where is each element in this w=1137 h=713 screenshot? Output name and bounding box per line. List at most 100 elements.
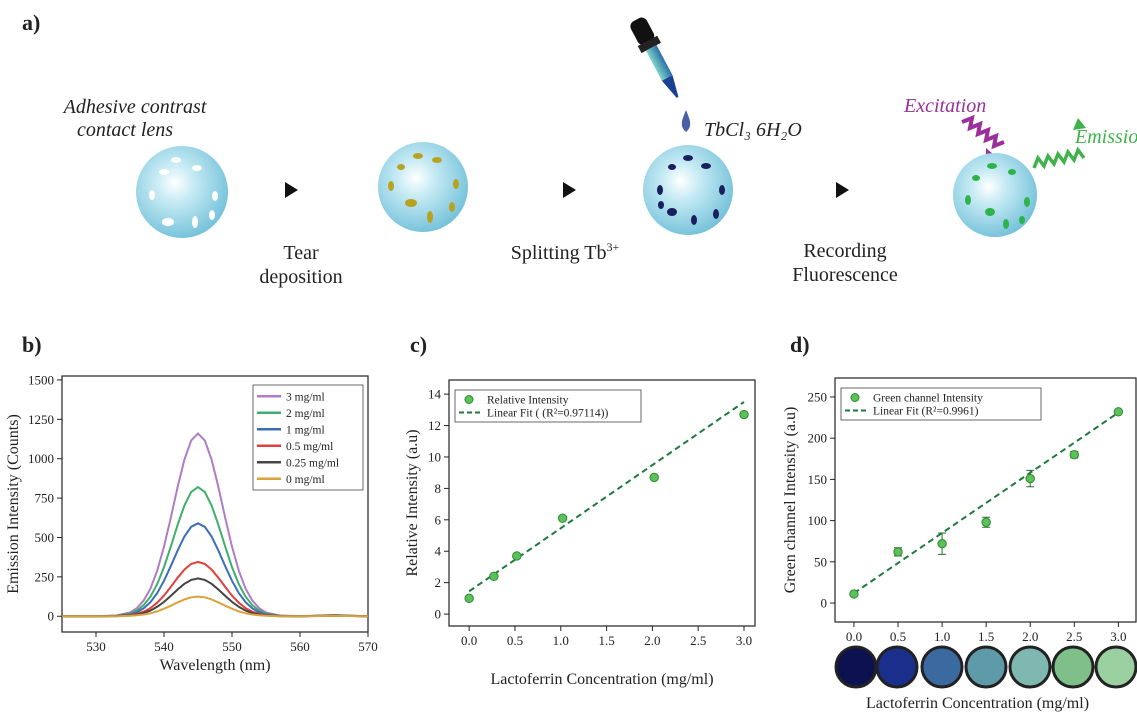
- data-point: [489, 571, 499, 582]
- data-point: [512, 551, 522, 561]
- legend-label: 1 mg/ml: [286, 424, 325, 436]
- step-label: Splitting Tb3+: [511, 240, 620, 264]
- y-axis-label: Green channel Intensity (a.u): [782, 407, 799, 594]
- legend-label: 3 mg/ml: [286, 391, 325, 403]
- y-tick-label: 8: [435, 481, 442, 496]
- y-tick-label: 200: [808, 431, 828, 446]
- data-point: [893, 547, 903, 557]
- legend-label: 0.25 mg/ml: [286, 457, 339, 469]
- step-text: Splitting Tb: [511, 242, 607, 264]
- legend-label: Linear Fit ( (R²=0.97114)): [487, 408, 608, 420]
- well-images: [834, 645, 1137, 689]
- x-tick-label: 0.0: [461, 633, 477, 648]
- lens: [953, 153, 1037, 237]
- lens-label: contact lens: [77, 119, 173, 141]
- fit-line: [468, 401, 745, 593]
- data-point: [557, 513, 568, 523]
- lens-label: Adhesive contrast: [62, 96, 207, 118]
- data-point: [1113, 407, 1124, 417]
- data-point: [649, 472, 659, 483]
- excitation-label: Excitation: [903, 95, 986, 117]
- lens: [643, 145, 733, 235]
- legend-box: [252, 384, 364, 491]
- lens: [136, 146, 228, 238]
- y-tick-label: 2: [435, 575, 442, 590]
- x-tick-label: 0.5: [507, 633, 523, 648]
- dropper: [630, 17, 679, 98]
- fit-line: [853, 411, 1119, 594]
- y-tick-label: 500: [35, 530, 55, 545]
- x-tick-label: 1.0: [934, 629, 950, 644]
- y-tick-label: 0: [821, 596, 828, 611]
- legend-swatch: [464, 395, 474, 404]
- legend-swatch: [850, 393, 860, 402]
- x-axis-label: Wavelength (nm): [159, 657, 270, 674]
- y-tick-label: 1250: [28, 412, 54, 427]
- plot-frame: [834, 377, 1137, 623]
- series-line: [62, 577, 369, 618]
- x-axis-label: Lactoferrin Concentration (mg/ml): [866, 695, 1089, 712]
- series-line: [62, 560, 369, 618]
- arrow: [1073, 118, 1086, 130]
- legend-label: Relative Intensity: [487, 395, 569, 407]
- y-tick-label: 6: [435, 512, 442, 527]
- x-tick-label: 1.0: [553, 633, 569, 648]
- x-tick-label: 0.0: [846, 629, 862, 644]
- y-tick-label: 0: [48, 609, 55, 624]
- panel-label: a): [22, 10, 40, 35]
- series-line: [62, 485, 369, 618]
- data-point: [981, 517, 991, 527]
- excitation-wave: [961, 114, 1005, 150]
- reagent: TbCl₃ 6H₂O: [704, 119, 802, 141]
- y-tick-label: 14: [428, 387, 442, 402]
- legend-label: 0.5 mg/ml: [286, 441, 333, 453]
- x-tick-label: 530: [86, 639, 106, 654]
- panel-label: d): [790, 332, 810, 357]
- y-tick-label: 1000: [28, 451, 54, 466]
- panel-label: b): [22, 332, 42, 357]
- step-label: Tear: [283, 242, 319, 264]
- y-tick-label: 100: [808, 513, 828, 528]
- x-tick-label: 2.5: [690, 633, 706, 648]
- x-axis-label: Lactoferrin Concentration (mg/ml): [490, 671, 713, 688]
- y-axis-label: Relative Intensity (a.u): [404, 429, 421, 576]
- legend-label: Green channel Intensity: [873, 393, 983, 405]
- y-tick-label: 12: [428, 418, 441, 433]
- step-label: Fluorescence: [792, 264, 898, 286]
- arrow: [563, 182, 576, 198]
- series-line: [62, 522, 369, 618]
- x-tick-label: 550: [222, 639, 242, 654]
- series-line: [62, 432, 369, 618]
- data-point: [739, 409, 749, 420]
- data-point: [464, 593, 474, 604]
- legend-box: [840, 387, 1042, 421]
- data-point: [849, 589, 859, 599]
- y-tick-label: 250: [808, 389, 828, 404]
- y-tick-label: 0: [435, 607, 442, 622]
- emission-wave: [1032, 146, 1086, 170]
- legend-label: Linear Fit (R²=0.9961): [873, 406, 979, 418]
- x-tick-label: 560: [290, 639, 310, 654]
- x-tick-label: 1.5: [598, 633, 614, 648]
- panel-label: c): [410, 332, 427, 357]
- plot-frame: [61, 375, 369, 633]
- x-tick-label: 2.5: [1066, 629, 1082, 644]
- y-tick-label: 4: [435, 544, 442, 559]
- series-line: [62, 595, 369, 618]
- y-tick-label: 150: [808, 472, 828, 487]
- arrow: [836, 182, 849, 198]
- legend-box: [454, 389, 642, 423]
- x-tick-label: 570: [358, 639, 378, 654]
- x-tick-label: 1.5: [978, 629, 994, 644]
- step-label: Recording: [803, 240, 886, 262]
- data-point: [937, 538, 947, 549]
- drop: [681, 110, 691, 132]
- x-tick-label: 540: [154, 639, 174, 654]
- y-tick-label: 250: [35, 569, 55, 584]
- emission-label: Emission: [1074, 126, 1137, 148]
- step-label: deposition: [259, 266, 342, 288]
- data-point: [1025, 473, 1035, 484]
- y-tick-label: 750: [35, 491, 55, 506]
